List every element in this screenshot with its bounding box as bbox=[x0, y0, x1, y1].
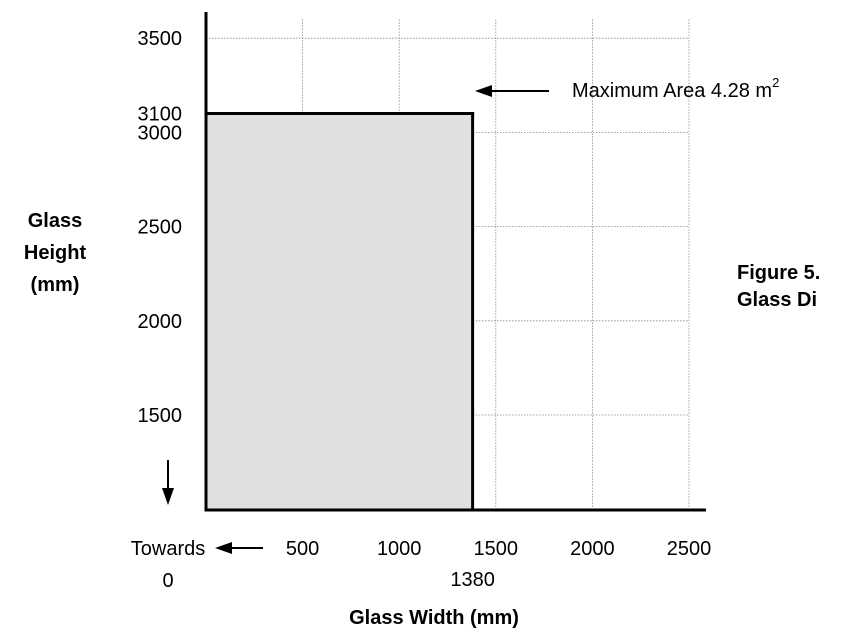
down-arrowhead bbox=[162, 488, 174, 505]
towards-label: Towards bbox=[131, 538, 205, 560]
x-tick-label: 2000 bbox=[570, 538, 615, 560]
max-area-superscript: 2 bbox=[772, 75, 779, 90]
x-tick-label: 1000 bbox=[377, 538, 422, 560]
towards-zero-label: 0 bbox=[162, 570, 173, 592]
max-area-arrowhead bbox=[475, 85, 492, 97]
y-extra-tick-label: 3100 bbox=[138, 104, 183, 126]
x-tick-label: 500 bbox=[286, 538, 319, 560]
y-tick-label: 3500 bbox=[138, 28, 183, 50]
figure-caption-line-1: Figure 5. bbox=[737, 262, 820, 284]
max-area-annotation: Maximum Area 4.28 m2 bbox=[572, 75, 779, 102]
y-tick-label: 1500 bbox=[138, 405, 183, 427]
y-tick-label: 2000 bbox=[138, 311, 183, 333]
y-tick-label: 2500 bbox=[138, 217, 183, 239]
figure-caption-line-2: Glass Di bbox=[737, 289, 817, 311]
y-axis-label-line-2: Height bbox=[24, 242, 87, 264]
y-tick-label: 3000 bbox=[138, 122, 183, 144]
left-arrowhead bbox=[215, 542, 232, 554]
allowable-area-region bbox=[206, 113, 473, 510]
x-tick-label: 1500 bbox=[474, 538, 519, 560]
x-tick-label: 2500 bbox=[667, 538, 712, 560]
y-axis-label-line-1: Glass bbox=[28, 210, 82, 232]
max-area-text: Maximum Area 4.28 m bbox=[572, 80, 772, 102]
x-axis-label: Glass Width (mm) bbox=[349, 607, 519, 629]
y-axis-label-line-3: (mm) bbox=[31, 274, 80, 296]
tick-labels: 500 1000 1500 2000 2500 1500 2000 2500 3000 3500 1… bbox=[138, 28, 712, 591]
x-extra-tick-label: 1380 bbox=[450, 569, 495, 591]
